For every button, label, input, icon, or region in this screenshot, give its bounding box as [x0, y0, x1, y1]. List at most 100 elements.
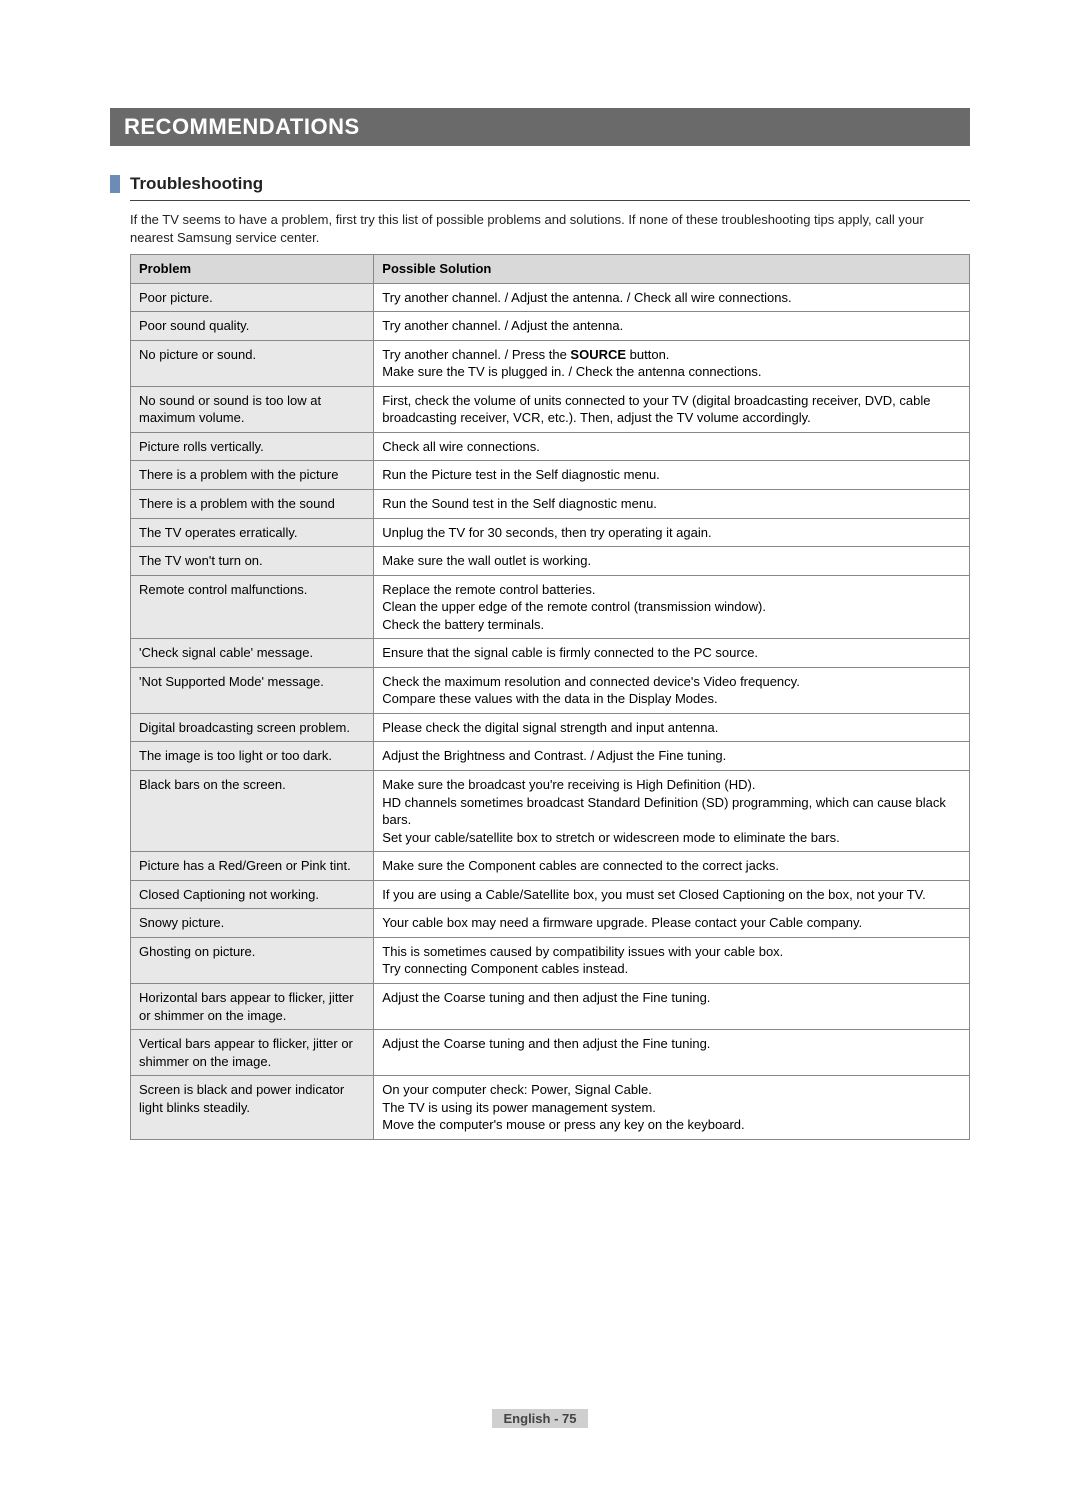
cell-problem: No picture or sound.: [131, 340, 374, 386]
cell-solution: This is sometimes caused by compatibilit…: [374, 937, 970, 983]
solution-text: Try connecting Component cables instead.: [382, 960, 961, 978]
solution-text: Make sure the Component cables are conne…: [382, 857, 961, 875]
cell-solution: Please check the digital signal strength…: [374, 713, 970, 742]
table-row: Horizontal bars appear to flicker, jitte…: [131, 983, 970, 1029]
solution-text: If you are using a Cable/Satellite box, …: [382, 886, 961, 904]
solution-text: Compare these values with the data in th…: [382, 690, 961, 708]
cell-solution: Check all wire connections.: [374, 432, 970, 461]
solution-text: Make sure the TV is plugged in. / Check …: [382, 363, 961, 381]
table-header-row: Problem Possible Solution: [131, 255, 970, 284]
solution-text: The TV is using its power management sys…: [382, 1099, 961, 1117]
table-row: Screen is black and power indicator ligh…: [131, 1076, 970, 1140]
section-title: Troubleshooting: [130, 174, 263, 194]
table-row: Poor picture. Try another channel. / Adju…: [131, 283, 970, 312]
th-solution: Possible Solution: [374, 255, 970, 284]
table-row: Snowy picture. Your cable box may need a …: [131, 909, 970, 938]
table-row: Poor sound quality. Try another channel. …: [131, 312, 970, 341]
cell-problem: Poor sound quality.: [131, 312, 374, 341]
solution-text: Adjust the Coarse tuning and then adjust…: [382, 1035, 961, 1053]
solution-text: Run the Sound test in the Self diagnosti…: [382, 495, 961, 513]
solution-text: Ensure that the signal cable is firmly c…: [382, 644, 961, 662]
solution-text: Check the battery terminals.: [382, 616, 961, 634]
cell-problem: Black bars on the screen.: [131, 771, 374, 852]
solution-text: Please check the digital signal strength…: [382, 719, 961, 737]
cell-solution: Your cable box may need a firmware upgra…: [374, 909, 970, 938]
cell-solution: First, check the volume of units connect…: [374, 386, 970, 432]
cell-solution: Replace the remote control batteries.Cle…: [374, 575, 970, 639]
section-marker: [110, 175, 120, 193]
page-header-title: RECOMMENDATIONS: [124, 114, 360, 139]
section-intro: If the TV seems to have a problem, first…: [130, 211, 970, 246]
solution-text: This is sometimes caused by compatibilit…: [382, 943, 961, 961]
table-row: No picture or sound.Try another channel.…: [131, 340, 970, 386]
solution-text: HD channels sometimes broadcast Standard…: [382, 794, 961, 829]
solution-text: Adjust the Brightness and Contrast. / Ad…: [382, 747, 961, 765]
section-underline: [130, 200, 970, 201]
solution-text: button.: [626, 347, 669, 362]
cell-problem: Poor picture.: [131, 283, 374, 312]
solution-text: Check all wire connections.: [382, 438, 961, 456]
cell-problem: Vertical bars appear to flicker, jitter …: [131, 1030, 374, 1076]
table-row: The TV won't turn on. Make sure the wall …: [131, 547, 970, 576]
cell-problem: 'Check signal cable' message.: [131, 639, 374, 668]
cell-problem: No sound or sound is too low at maximum …: [131, 386, 374, 432]
cell-solution: Ensure that the signal cable is firmly c…: [374, 639, 970, 668]
cell-problem: Horizontal bars appear to flicker, jitte…: [131, 983, 374, 1029]
table-row: 'Check signal cable' message. Ensure that…: [131, 639, 970, 668]
solution-text: Move the computer's mouse or press any k…: [382, 1116, 961, 1134]
table-row: Picture has a Red/Green or Pink tint. Mak…: [131, 852, 970, 881]
cell-problem: Ghosting on picture.: [131, 937, 374, 983]
table-row: The TV operates erratically. Unplug the T…: [131, 518, 970, 547]
cell-solution: Try another channel. / Adjust the antenn…: [374, 312, 970, 341]
solution-text: Clean the upper edge of the remote contr…: [382, 598, 961, 616]
cell-problem: The image is too light or too dark.: [131, 742, 374, 771]
solution-text: Try another channel. / Press the: [382, 347, 570, 362]
cell-solution: Try another channel. / Adjust the antenn…: [374, 283, 970, 312]
cell-problem: Picture has a Red/Green or Pink tint.: [131, 852, 374, 881]
cell-problem: There is a problem with the picture: [131, 461, 374, 490]
cell-solution: Adjust the Brightness and Contrast. / Ad…: [374, 742, 970, 771]
solution-text: Your cable box may need a firmware upgra…: [382, 914, 961, 932]
solution-text: Replace the remote control batteries.: [382, 581, 961, 599]
cell-problem: The TV operates erratically.: [131, 518, 374, 547]
cell-problem: Screen is black and power indicator ligh…: [131, 1076, 374, 1140]
cell-problem: Digital broadcasting screen problem.: [131, 713, 374, 742]
table-row: The image is too light or too dark. Adjus…: [131, 742, 970, 771]
page-header-bar: RECOMMENDATIONS: [110, 108, 970, 146]
troubleshooting-table: Problem Possible Solution Poor picture.T…: [130, 254, 970, 1140]
solution-text: Try another channel. / Adjust the antenn…: [382, 317, 961, 335]
cell-solution: Unplug the TV for 30 seconds, then try o…: [374, 518, 970, 547]
table-row: Digital broadcasting screen problem. Plea…: [131, 713, 970, 742]
table-row: No sound or sound is too low at maximum …: [131, 386, 970, 432]
cell-solution: Run the Picture test in the Self diagnos…: [374, 461, 970, 490]
solution-text: Try another channel. / Adjust the antenn…: [382, 289, 961, 307]
section-title-row: Troubleshooting: [110, 174, 970, 194]
table-row: There is a problem with the sound Run the…: [131, 490, 970, 519]
table-row: There is a problem with the picture Run t…: [131, 461, 970, 490]
cell-solution: Check the maximum resolution and connect…: [374, 667, 970, 713]
cell-problem: Remote control malfunctions.: [131, 575, 374, 639]
solution-text: Unplug the TV for 30 seconds, then try o…: [382, 524, 961, 542]
page-footer: English - 75: [0, 1409, 1080, 1428]
th-problem: Problem: [131, 255, 374, 284]
solution-text: First, check the volume of units connect…: [382, 392, 961, 427]
solution-text: On your computer check: Power, Signal Ca…: [382, 1081, 961, 1099]
cell-problem: Snowy picture.: [131, 909, 374, 938]
solution-text: Run the Picture test in the Self diagnos…: [382, 466, 961, 484]
cell-solution: Try another channel. / Press the SOURCE …: [374, 340, 970, 386]
cell-problem: Picture rolls vertically.: [131, 432, 374, 461]
cell-solution: Make sure the wall outlet is working.: [374, 547, 970, 576]
solution-text: Check the maximum resolution and connect…: [382, 673, 961, 691]
solution-text: Make sure the broadcast you're receiving…: [382, 776, 961, 794]
cell-solution: If you are using a Cable/Satellite box, …: [374, 880, 970, 909]
solution-text: Make sure the wall outlet is working.: [382, 552, 961, 570]
cell-solution: Adjust the Coarse tuning and then adjust…: [374, 1030, 970, 1076]
table-row: Closed Captioning not working. If you are…: [131, 880, 970, 909]
cell-solution: Adjust the Coarse tuning and then adjust…: [374, 983, 970, 1029]
table-row: 'Not Supported Mode' message.Check the m…: [131, 667, 970, 713]
cell-solution: On your computer check: Power, Signal Ca…: [374, 1076, 970, 1140]
solution-text: Set your cable/satellite box to stretch …: [382, 829, 961, 847]
cell-problem: There is a problem with the sound: [131, 490, 374, 519]
cell-problem: The TV won't turn on.: [131, 547, 374, 576]
cell-problem: Closed Captioning not working.: [131, 880, 374, 909]
